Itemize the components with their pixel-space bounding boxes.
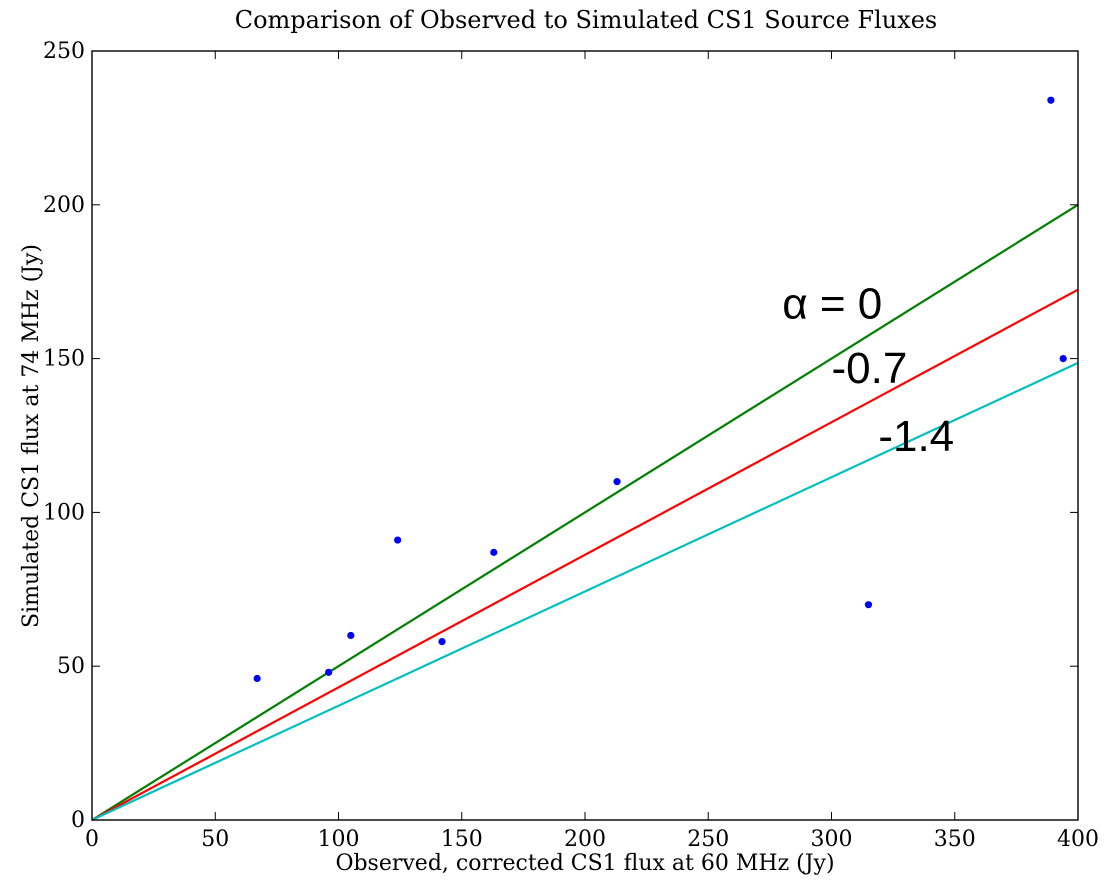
- data-point-8: [1047, 96, 1055, 104]
- data-point-5: [490, 548, 498, 556]
- y-tick-label: 50: [57, 654, 85, 679]
- data-point-7: [864, 601, 873, 609]
- x-axis-title: Observed, corrected CS1 flux at 60 MHz (…: [335, 851, 834, 876]
- x-tick-label: 200: [564, 827, 606, 852]
- data-point-0: [253, 674, 261, 683]
- data-point-3: [394, 536, 402, 544]
- annotation-label-0: α = 0: [782, 280, 882, 329]
- annotation-label-1: -0.7: [832, 344, 908, 393]
- x-tick-label: 300: [811, 827, 853, 852]
- y-tick-label: 250: [43, 39, 85, 64]
- data-point-9: [1059, 355, 1067, 363]
- x-tick-label: 400: [1057, 827, 1099, 852]
- data-point-6: [613, 478, 621, 486]
- x-tick-label: 50: [201, 827, 229, 852]
- x-tick-label: 100: [318, 827, 360, 852]
- data-point-2: [347, 631, 355, 640]
- y-tick-label: 0: [71, 808, 85, 833]
- x-tick-label: 150: [441, 827, 483, 852]
- y-axis-title: Simulated CS1 flux at 74 MHz (Jy): [19, 244, 44, 628]
- data-point-4: [438, 637, 446, 646]
- trend-line-2: [91, 361, 1079, 821]
- data-point-1: [325, 668, 333, 676]
- x-tick-label: 250: [687, 827, 729, 852]
- y-tick-label: 200: [43, 193, 85, 218]
- trend-line-0: [91, 203, 1079, 821]
- trend-line-1: [91, 288, 1079, 821]
- annotation-label-2: -1.4: [878, 412, 954, 461]
- plot-area: 0 50 100 150 200 250 300 350 400 0 50 100 150 200 250 α…: [43, 39, 1099, 852]
- x-tick-label: 350: [934, 827, 976, 852]
- chart-title: Comparison of Observed to Simulated CS1 …: [235, 6, 938, 34]
- y-tick-label: 150: [43, 347, 85, 372]
- y-tick-label: 100: [43, 500, 85, 525]
- x-tick-label: 0: [85, 827, 99, 852]
